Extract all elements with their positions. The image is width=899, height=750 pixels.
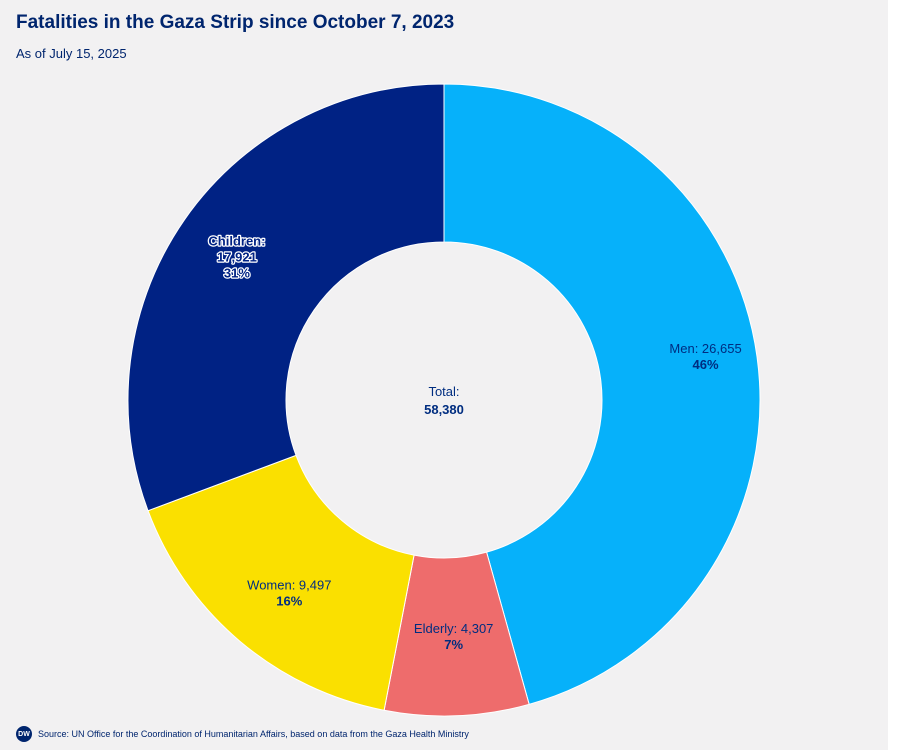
- slice-women: [147, 454, 415, 711]
- slice-label-women-value: Women: 9,497: [247, 577, 331, 592]
- chart-title: Fatalities in the Gaza Strip since Octob…: [16, 12, 455, 33]
- source-note: Source: UN Office for the Coordination o…: [38, 729, 469, 739]
- slice-label-children-percent: 31%: [224, 265, 250, 280]
- slice-label-children-value: Children:: [208, 233, 265, 248]
- slice-label-men-percent: 46%: [693, 357, 719, 372]
- slice-label-men-value: Men: 26,655: [669, 341, 741, 356]
- footer: DW Source: UN Office for the Coordinatio…: [16, 726, 469, 742]
- slice-label-women-percent: 16%: [276, 593, 302, 608]
- slice-label-children-value: 17,921: [217, 249, 257, 264]
- slice-label-elderly-value: Elderly: 4,307: [414, 621, 494, 636]
- slice-men: [443, 83, 761, 705]
- center-total-label: Total:: [428, 384, 459, 399]
- slice-label-elderly-percent: 7%: [444, 637, 463, 652]
- dw-logo-icon: DW: [16, 726, 32, 742]
- chart-subtitle: As of July 15, 2025: [16, 46, 127, 61]
- slice-children: [127, 83, 445, 512]
- center-total-value: 58,380: [424, 402, 464, 417]
